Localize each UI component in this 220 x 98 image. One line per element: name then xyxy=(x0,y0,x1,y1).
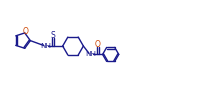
Text: O: O xyxy=(95,40,101,49)
Text: S: S xyxy=(51,31,56,40)
Text: NH: NH xyxy=(85,51,96,57)
Text: O: O xyxy=(23,27,28,36)
Text: NH: NH xyxy=(40,43,51,49)
